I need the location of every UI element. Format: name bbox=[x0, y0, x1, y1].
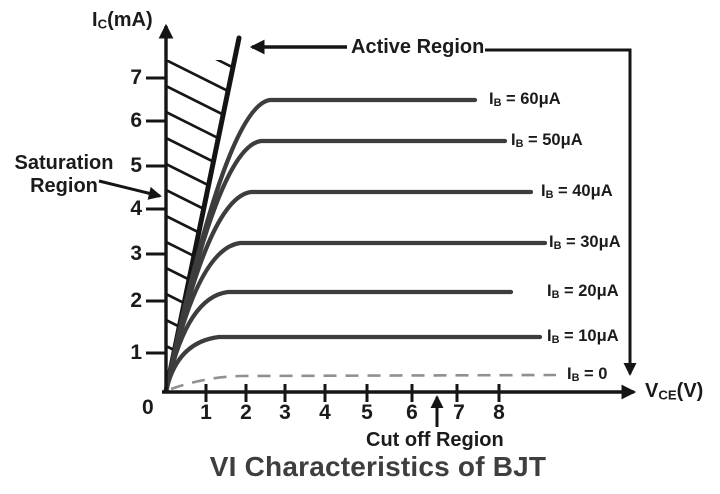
curve-label-eq: = 60μA bbox=[501, 90, 561, 108]
curve-label-sub: B bbox=[553, 239, 562, 252]
curve-ib-30 bbox=[163, 240, 548, 394]
x-tick-label-8: 8 bbox=[493, 401, 505, 424]
curve-ib-60 bbox=[163, 97, 478, 394]
x-axis-label-rest: (V) bbox=[676, 380, 704, 402]
figure-title: VI Characteristics of BJT bbox=[209, 451, 547, 482]
x-tick-label-3: 3 bbox=[279, 401, 291, 424]
curve-label-sub: B bbox=[571, 371, 580, 384]
y-tick-label-5: 5 bbox=[130, 154, 142, 177]
x-tick-label-5: 5 bbox=[361, 401, 373, 424]
y-axis-label-rest: (mA) bbox=[107, 9, 153, 31]
curve-label-base: I bbox=[489, 90, 494, 108]
saturation-region-label-line2: Region bbox=[30, 175, 98, 197]
y-axis-label-base: I bbox=[92, 9, 98, 31]
x-tick-marks bbox=[204, 384, 501, 402]
x-tick-label-7: 7 bbox=[453, 401, 465, 424]
curve-label-base: I bbox=[547, 282, 552, 300]
y-tick-marks bbox=[146, 76, 167, 355]
active-region-label: Active Region bbox=[351, 36, 485, 58]
curve-label-base: I bbox=[541, 182, 546, 200]
y-axis-label: IC(mA) bbox=[92, 9, 153, 32]
active-region-bracket-arrow bbox=[485, 48, 637, 376]
origin-label: 0 bbox=[142, 396, 154, 419]
y-tick-label-6: 6 bbox=[130, 109, 142, 132]
y-tick-label-4: 4 bbox=[130, 197, 142, 220]
cutoff-region-label: Cut off Region bbox=[366, 429, 504, 451]
x-axis-label-base: V bbox=[645, 380, 659, 402]
curve-ib-0 bbox=[170, 373, 557, 391]
curve-label-base: I bbox=[547, 327, 552, 345]
x-tick-label-6: 6 bbox=[406, 401, 418, 424]
x-tick-label-4: 4 bbox=[319, 401, 331, 424]
x-axis-label: VCE(V) bbox=[645, 380, 703, 403]
curve-label-ib-30: IB = 30μA bbox=[549, 233, 621, 252]
curve-label-eq: = 30μA bbox=[561, 233, 621, 251]
curve-label-sub: B bbox=[551, 288, 560, 301]
curve-label-base: I bbox=[511, 131, 516, 149]
saturation-hatch-pattern bbox=[166, 60, 234, 392]
curve-label-ib-60: IB = 60μA bbox=[489, 90, 561, 109]
y-tick-label-3: 3 bbox=[130, 242, 142, 265]
y-tick-label-1: 1 bbox=[130, 341, 142, 364]
curve-label-eq: = 20μA bbox=[559, 282, 619, 300]
curve-ib-10 bbox=[163, 334, 543, 394]
axes bbox=[146, 23, 637, 402]
curve-label-sub: B bbox=[515, 137, 524, 150]
curve-label-sub: B bbox=[551, 333, 560, 346]
y-tick-label-7: 7 bbox=[130, 66, 142, 89]
curve-label-eq: = 40μA bbox=[553, 182, 613, 200]
curve-label-base: I bbox=[549, 233, 554, 251]
curve-label-ib-40: IB = 40μA bbox=[541, 182, 613, 201]
saturation-region-arrow bbox=[98, 179, 162, 200]
x-axis-label-sub: CE bbox=[658, 387, 677, 403]
curve-label-base: I bbox=[567, 365, 572, 383]
curve-label-ib-0: IB = 0 bbox=[567, 365, 607, 384]
curve-ib-50 bbox=[163, 138, 508, 394]
y-tick-label-2: 2 bbox=[130, 289, 142, 312]
saturation-region-label-line1: Saturation bbox=[14, 152, 114, 174]
x-tick-label-1: 1 bbox=[200, 401, 212, 424]
saturation-region-label: Saturation Region bbox=[6, 152, 122, 198]
curve-label-eq: = 0 bbox=[579, 365, 608, 383]
curve-label-ib-20: IB = 20μA bbox=[547, 282, 619, 301]
characteristic-curves bbox=[163, 97, 548, 394]
x-tick-label-2: 2 bbox=[240, 401, 252, 424]
annotation-arrows bbox=[98, 39, 637, 427]
curve-label-ib-10: IB = 10μA bbox=[547, 327, 619, 346]
y-axis-label-sub: C bbox=[97, 16, 108, 32]
curve-label-eq: = 50μA bbox=[523, 131, 583, 149]
curve-label-sub: B bbox=[493, 96, 502, 109]
curve-label-ib-50: IB = 50μA bbox=[511, 131, 583, 150]
curve-label-eq: = 10μA bbox=[559, 327, 619, 345]
curve-label-sub: B bbox=[545, 188, 554, 201]
